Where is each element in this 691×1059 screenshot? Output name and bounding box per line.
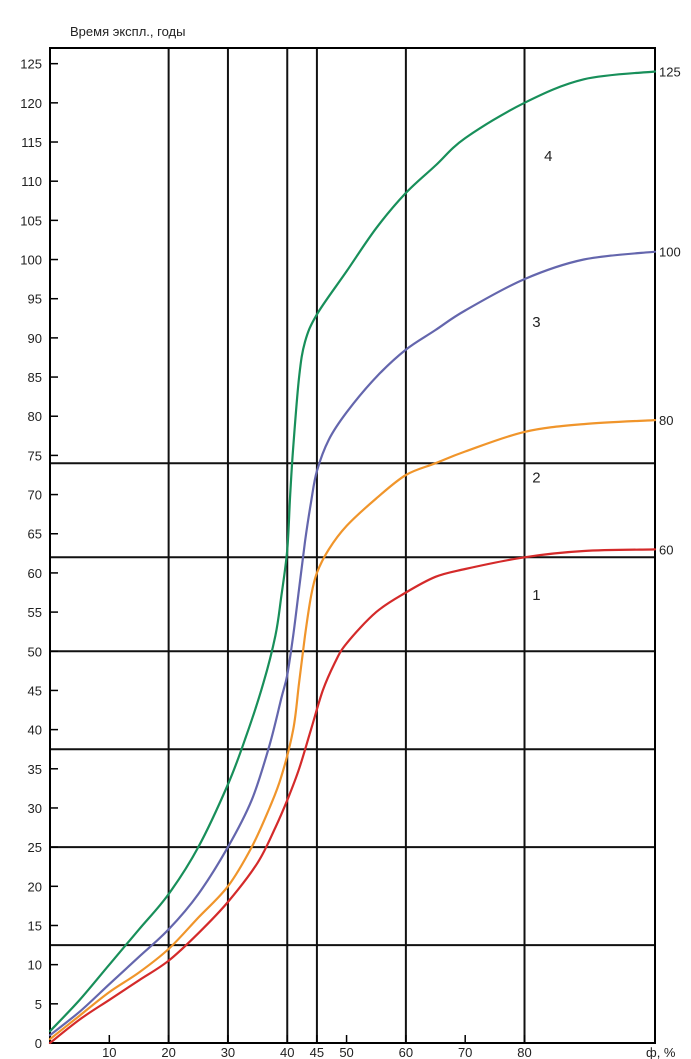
curve-labels: 1 60 2 80 3 100 4 125 xyxy=(532,65,681,605)
series-number-label: 1 xyxy=(532,587,540,604)
y-axis-title: Время экспл., годы xyxy=(70,24,185,39)
y-tick-label: 30 xyxy=(28,801,42,816)
y-tick-label: 5 xyxy=(35,997,42,1012)
y-tick-label: 105 xyxy=(20,213,42,228)
y-tick-label: 85 xyxy=(28,370,42,385)
x-tick-label: 30 xyxy=(221,1045,235,1059)
y-tick-label: 60 xyxy=(28,566,42,581)
y-tick-label: 10 xyxy=(28,958,42,973)
y-tick-label: 115 xyxy=(21,135,42,150)
series-line-4 xyxy=(48,70,657,1033)
series-line-3 xyxy=(48,250,657,1037)
y-tick-label: 0 xyxy=(35,1036,42,1051)
y-tick-label: 65 xyxy=(28,527,42,542)
series-line-2 xyxy=(48,419,657,1041)
y-tick-label: 80 xyxy=(28,409,42,424)
series-number-label: 4 xyxy=(544,148,552,165)
x-tick-label: 45 xyxy=(310,1045,324,1059)
plot-frame xyxy=(49,47,656,1044)
y-tick-label: 70 xyxy=(28,488,42,503)
series-end-label: 100 xyxy=(659,245,681,260)
x-tick-label: 70 xyxy=(458,1045,472,1059)
series-end-label: 60 xyxy=(659,542,673,557)
series-line-1 xyxy=(48,548,657,1045)
x-axis-title: ф, % xyxy=(646,1045,676,1059)
y-tick-label: 110 xyxy=(21,174,42,189)
y-tick-label: 120 xyxy=(20,96,42,111)
x-tick-label: 60 xyxy=(399,1045,413,1059)
y-tick-label: 15 xyxy=(28,918,42,933)
y-tick-label: 40 xyxy=(28,723,42,738)
y-tick-label: 55 xyxy=(28,605,42,620)
x-tick-label: 20 xyxy=(161,1045,175,1059)
x-tick-label: 10 xyxy=(102,1045,116,1059)
y-tick-label: 20 xyxy=(28,879,42,894)
series-number-label: 3 xyxy=(532,314,540,331)
x-tick-label: 80 xyxy=(517,1045,531,1059)
series-end-label: 80 xyxy=(659,413,673,428)
series-end-label: 125 xyxy=(659,65,681,80)
curves xyxy=(48,70,657,1045)
series-number-label: 2 xyxy=(532,469,540,486)
y-tick-label: 75 xyxy=(28,448,42,463)
y-tick-label: 100 xyxy=(20,253,42,268)
gridlines xyxy=(50,48,655,1043)
y-tick-label: 25 xyxy=(28,840,42,855)
y-tick-label: 45 xyxy=(28,683,42,698)
y-tick-label: 95 xyxy=(28,292,42,307)
axis-ticks: 0 5 10 15 20 25 30 35 40 45 50 55 60 65 70 75 80 85 90 95 10… xyxy=(20,57,531,1059)
y-tick-label: 90 xyxy=(28,331,42,346)
y-tick-label: 35 xyxy=(28,762,42,777)
x-tick-label: 40 xyxy=(280,1045,294,1059)
y-tick-label: 125 xyxy=(20,57,42,72)
y-tick-label: 50 xyxy=(28,644,42,659)
x-tick-label: 50 xyxy=(339,1045,353,1059)
